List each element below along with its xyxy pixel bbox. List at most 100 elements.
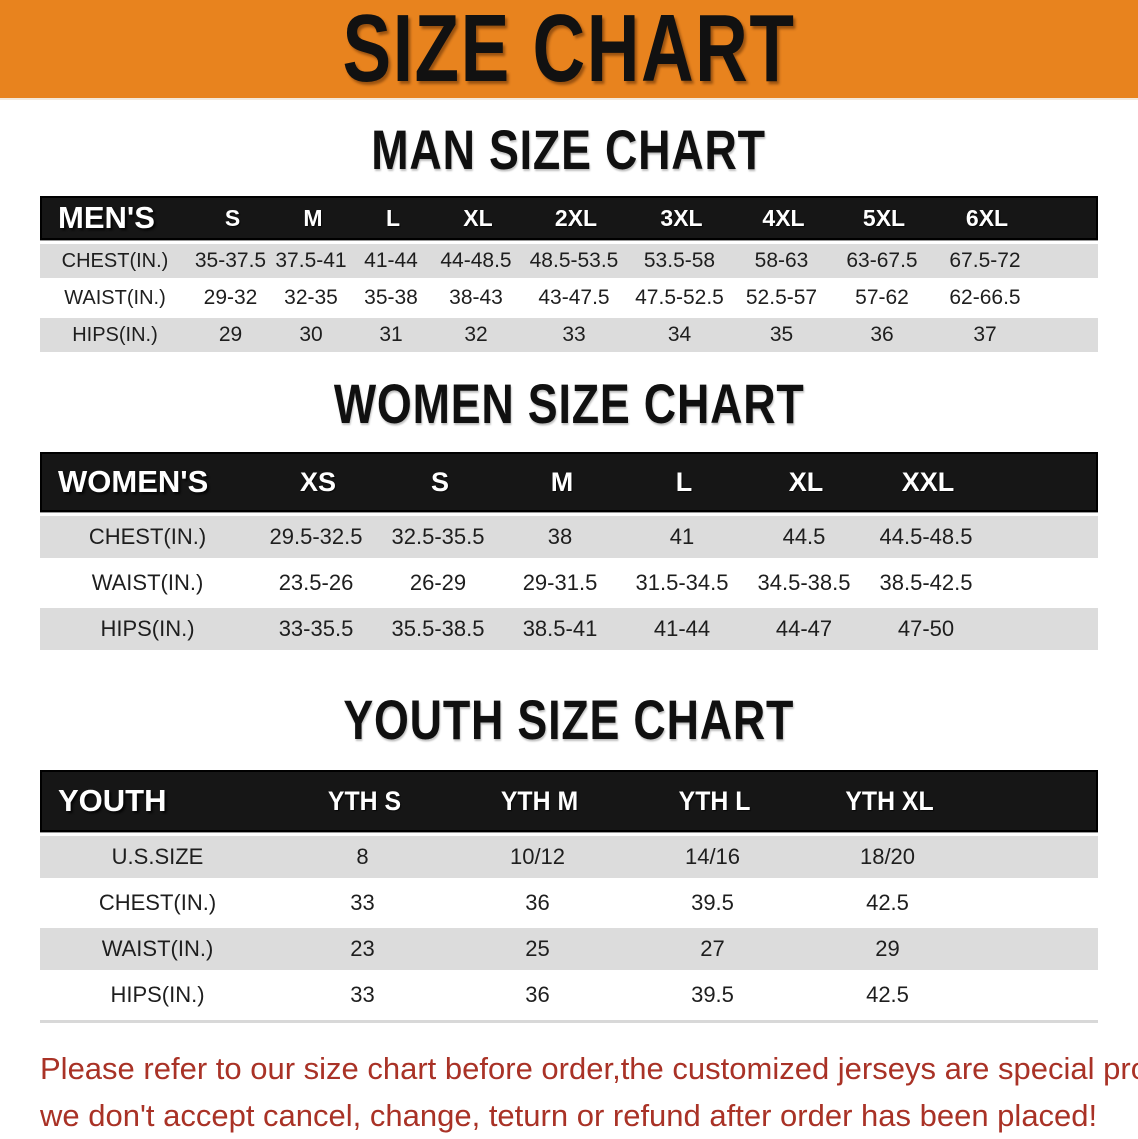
table-row: WAIST(IN.) 29-32 32-35 35-38 38-43 43-47.5 47.… (40, 281, 1098, 315)
table-header-bar: WOMEN'S XS S M L XL XXL (40, 452, 1098, 512)
table-row: CHEST(IN.) 29.5-32.5 32.5-35.5 38 41 44.5 44.5… (40, 516, 1098, 558)
table-header-label: WOMEN'S (58, 464, 209, 499)
value-cell: 29-32 (203, 286, 258, 309)
size-column-header: XL (463, 204, 493, 231)
disclaimer-line-2: we don't accept cancel, change, teturn o… (40, 1098, 1098, 1133)
value-cell: 39.5 (691, 982, 734, 1007)
row-label: WAIST(IN.) (91, 570, 204, 595)
value-cell: 23 (350, 936, 375, 961)
women-heading-text: WOMEN SIZE CHART (333, 372, 805, 435)
value-cell: 31.5-34.5 (635, 570, 729, 595)
size-column-header: L (385, 204, 401, 231)
men-heading-text: MAN SIZE CHART (371, 118, 767, 181)
value-cell: 30 (299, 323, 323, 346)
disclaimer-line-1: Please refer to our size chart before or… (40, 1051, 1138, 1086)
table-row: WAIST(IN.) 23 25 27 29 (40, 928, 1098, 970)
value-cell: 53.5-58 (643, 249, 716, 272)
value-cell: 35-38 (364, 286, 418, 309)
value-cell: 42.5 (866, 890, 909, 915)
value-cell: 26-29 (409, 570, 467, 595)
value-cell: 33 (350, 982, 375, 1007)
row-label: HIPS(IN.) (100, 616, 195, 641)
value-cell: 36 (870, 323, 894, 346)
value-cell: 34 (667, 323, 692, 346)
size-column-header: YTH S (327, 785, 402, 816)
size-chart-banner: SIZE CHART (0, 0, 1138, 100)
value-cell: 14/16 (684, 844, 741, 869)
size-column-header: YTH M (500, 785, 579, 816)
table-header-label: MEN'S (58, 200, 155, 235)
row-label: WAIST(IN.) (64, 286, 166, 309)
value-cell: 44.5 (782, 524, 826, 549)
value-cell: 33 (562, 323, 586, 346)
size-column-header: S (224, 204, 241, 231)
size-column-header: L (675, 466, 693, 497)
youth-section-heading: YOUTH SIZE CHART (0, 690, 1138, 750)
value-cell: 42.5 (866, 982, 909, 1007)
size-column-header: 5XL (862, 204, 906, 231)
value-cell: 62-66.5 (949, 286, 1021, 309)
value-cell: 47.5-52.5 (635, 286, 724, 309)
size-column-header: 6XL (965, 204, 1009, 231)
value-cell: 35-37.5 (194, 249, 267, 272)
value-cell: 47-50 (897, 616, 955, 641)
value-cell: 38-43 (449, 286, 503, 309)
value-cell: 23.5-26 (278, 570, 354, 595)
size-column-header: YTH XL (845, 785, 934, 816)
value-cell: 10/12 (509, 844, 566, 869)
size-column-header: XL (788, 466, 824, 497)
table-header-label: YOUTH (58, 783, 167, 818)
value-cell: 38.5-42.5 (879, 570, 973, 595)
value-cell: 38 (547, 524, 573, 549)
value-cell: 37 (973, 323, 997, 346)
value-cell: 8 (356, 844, 369, 869)
disclaimer-note: Please refer to our size chart before or… (40, 1045, 1138, 1139)
value-cell: 44-48.5 (440, 249, 512, 272)
men-section: MAN SIZE CHART MEN'S S M L XL 2XL 3XL 4XL 5XL 6XL… (0, 120, 1138, 352)
size-column-header: S (430, 466, 449, 497)
value-cell: 41 (669, 524, 695, 549)
value-cell: 35.5-38.5 (391, 616, 485, 641)
value-cell: 48.5-53.5 (529, 249, 619, 272)
value-cell: 32 (464, 323, 488, 346)
size-column-header: 2XL (554, 204, 598, 231)
value-cell: 29 (875, 936, 900, 961)
value-cell: 27 (700, 936, 725, 961)
value-cell: 29.5-32.5 (269, 524, 363, 549)
men-section-heading: MAN SIZE CHART (0, 120, 1138, 180)
table-row: WAIST(IN.) 23.5-26 26-29 29-31.5 31.5-34.5 34… (40, 562, 1098, 604)
value-cell: 57-62 (855, 286, 909, 309)
value-cell: 43-47.5 (538, 286, 610, 309)
value-cell: 29 (218, 323, 243, 346)
value-cell: 29-31.5 (522, 570, 598, 595)
women-section-heading: WOMEN SIZE CHART (0, 374, 1138, 434)
youth-section: YOUTH SIZE CHART YOUTH YTH S YTH M YTH L YTH… (0, 690, 1138, 1023)
table-header-bar: YOUTH YTH S YTH M YTH L YTH XL (40, 770, 1098, 832)
size-column-header: XXL (901, 466, 955, 497)
table-row: CHEST(IN.) 35-37.5 37.5-41 41-44 44-48.5 48.5… (40, 244, 1098, 278)
value-cell: 34.5-38.5 (757, 570, 851, 595)
value-cell: 58-63 (754, 249, 809, 272)
value-cell: 18/20 (859, 844, 916, 869)
value-cell: 35 (769, 323, 794, 346)
men-size-table: MEN'S S M L XL 2XL 3XL 4XL 5XL 6XL CHEST(IN.) 35-37… (40, 196, 1098, 352)
table-header-bar: MEN'S S M L XL 2XL 3XL 4XL 5XL 6XL (40, 196, 1098, 240)
value-cell: 41-44 (653, 616, 711, 641)
women-section: WOMEN SIZE CHART WOMEN'S XS S M L XL XXL CHEST(… (0, 374, 1138, 650)
size-column-header: 4XL (762, 204, 805, 231)
value-cell: 44-47 (775, 616, 833, 641)
row-label: U.S.SIZE (111, 844, 204, 869)
value-cell: 38.5-41 (522, 616, 598, 641)
value-cell: 32.5-35.5 (391, 524, 485, 549)
value-cell: 39.5 (691, 890, 734, 915)
value-cell: 25 (525, 936, 550, 961)
row-label: WAIST(IN.) (101, 936, 214, 961)
size-column-header: 3XL (660, 204, 703, 231)
value-cell: 52.5-57 (745, 286, 818, 309)
value-cell: 67.5-72 (949, 249, 1021, 272)
size-column-header: XS (299, 466, 337, 497)
women-size-table: WOMEN'S XS S M L XL XXL CHEST(IN.) 29.5-32.5 32.5… (40, 452, 1098, 650)
table-row: HIPS(IN.) 33-35.5 35.5-38.5 38.5-41 41-44 44-… (40, 608, 1098, 650)
table-row: HIPS(IN.) 29 30 31 32 33 34 35 36 37 (40, 318, 1098, 352)
row-label: HIPS(IN.) (110, 982, 205, 1007)
